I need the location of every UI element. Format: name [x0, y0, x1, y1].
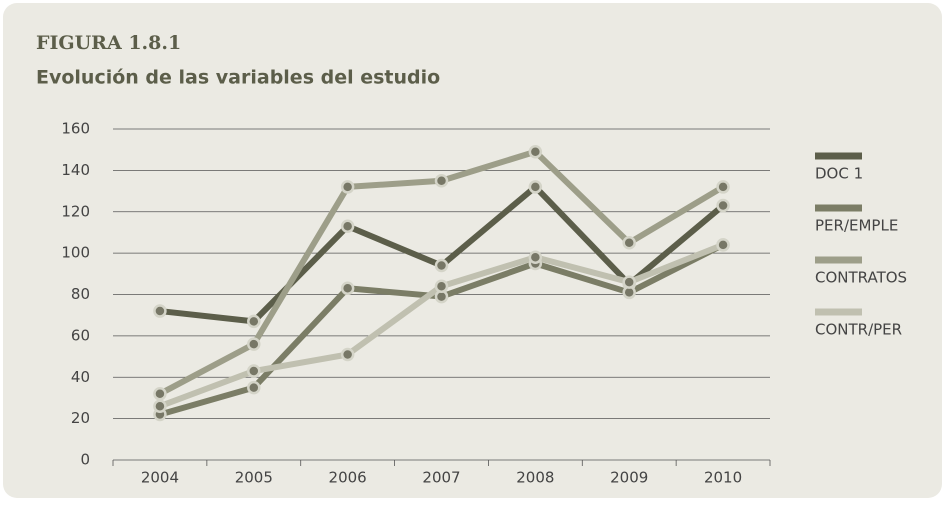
point [528, 250, 543, 265]
point [247, 364, 261, 378]
point [716, 238, 730, 252]
point [622, 236, 636, 250]
legend-label: DOC 1 [815, 165, 863, 183]
y-tick-label: 40 [71, 368, 90, 386]
y-tick-label: 60 [71, 326, 90, 344]
point [528, 145, 543, 159]
y-tick-label: 0 [80, 451, 90, 469]
chart-subtitle: Evolución de las variables del estudio [36, 67, 440, 89]
point [247, 380, 261, 395]
y-tick-label: 160 [61, 120, 90, 138]
x-tick-label: 2006 [329, 469, 367, 487]
point [340, 347, 355, 362]
point [434, 279, 449, 293]
point [622, 275, 636, 289]
y-tick-label: 100 [61, 244, 90, 262]
y-tick-label: 20 [71, 409, 90, 427]
x-tick-label: 2005 [235, 469, 273, 487]
point [247, 337, 261, 351]
legend-label: CONTRATOS [815, 269, 907, 287]
point [434, 173, 449, 188]
point [340, 219, 355, 233]
point [340, 180, 355, 194]
point [153, 387, 167, 401]
y-tick-label: 120 [61, 202, 90, 220]
x-tick-label: 2004 [141, 469, 179, 487]
x-tick-label: 2008 [516, 469, 554, 487]
point [716, 180, 730, 194]
x-tick-label: 2007 [422, 469, 460, 487]
point [434, 258, 449, 273]
y-tick-label: 140 [61, 161, 90, 179]
point [716, 198, 730, 213]
y-tick-label: 80 [71, 285, 90, 303]
point [247, 314, 261, 329]
legend-label: CONTR/PER [815, 321, 902, 339]
point [153, 304, 167, 318]
legend-label: PER/EMPLE [815, 217, 898, 235]
chart-title: FIGURA 1.8.1 [36, 32, 181, 54]
x-tick-label: 2010 [704, 469, 742, 487]
point [528, 180, 543, 194]
point [340, 281, 355, 296]
x-tick-label: 2009 [610, 469, 648, 487]
point [153, 399, 167, 413]
